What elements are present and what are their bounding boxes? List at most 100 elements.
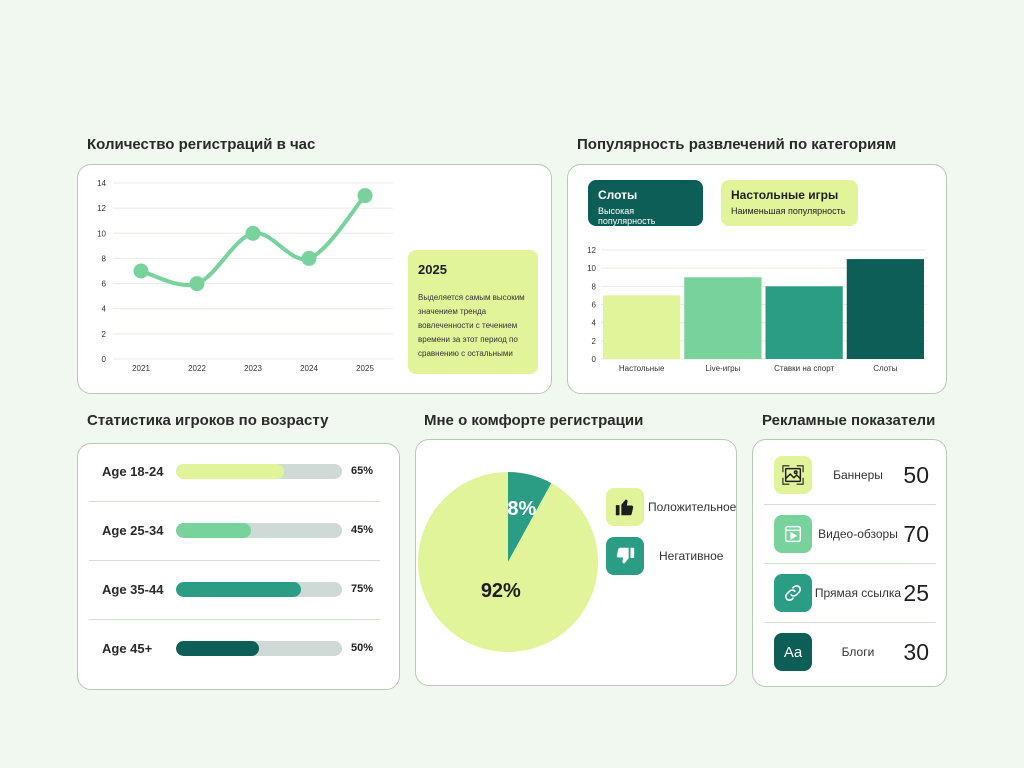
tag-top-popularity: Слоты Высокая популярность — [588, 180, 703, 226]
ads-card: Баннеры 50 Видео-обзоры 70 Прямая ссылка… — [752, 439, 947, 687]
comfort-card: 8% 92% Положительное Негативное — [415, 439, 737, 686]
row-divider — [764, 622, 936, 623]
legend-positive-label: Положительное — [648, 500, 737, 514]
row-divider — [89, 560, 380, 561]
legend-negative-label: Негативное — [659, 549, 724, 563]
ad-label: Видео-обзоры — [818, 527, 898, 541]
tag-top-sub: Высокая популярность — [598, 206, 656, 226]
x-tick-label: Настольные — [619, 364, 665, 373]
y-tick-label: 6 — [102, 280, 107, 289]
text-aa-icon: Aa — [774, 633, 812, 671]
age-progress-fill — [176, 582, 301, 597]
age-row: Age 25-34 45% — [78, 503, 399, 561]
y-tick-label: 12 — [97, 204, 106, 213]
ad-row-videos: Видео-обзоры 70 — [753, 505, 946, 564]
legend-negative: Негативное — [606, 537, 723, 575]
comfort-title: Мне о комфорте регистрации — [424, 412, 644, 429]
pie-slice — [418, 472, 598, 652]
registrations-title: Количество регистраций в час — [87, 136, 316, 153]
data-point — [133, 263, 149, 279]
age-stats-card: Age 18-24 65% Age 25-34 45% Age 35-44 75… — [77, 443, 400, 690]
ad-label: Прямая ссылка — [814, 586, 902, 600]
y-tick-label: 8 — [102, 254, 107, 263]
highlight-note: 2025 Выделяется самым высоким значением … — [408, 250, 538, 374]
ad-row-direct-link: Прямая ссылка 25 — [753, 564, 946, 623]
ad-value: 50 — [903, 462, 929, 488]
y-tick-label: 8 — [592, 282, 597, 291]
x-tick-label: 2022 — [188, 364, 206, 373]
row-divider — [764, 504, 936, 505]
age-progress-track — [176, 641, 342, 656]
y-tick-label: 10 — [97, 229, 106, 238]
data-point — [189, 276, 205, 292]
x-tick-label: 2021 — [132, 364, 150, 373]
video-window-icon — [774, 515, 812, 553]
popularity-title: Популярность развлечений по категориям — [577, 136, 897, 153]
age-percent: 50% — [351, 642, 374, 654]
image-icon — [774, 456, 812, 494]
ad-label: Блоги — [841, 645, 875, 659]
age-progress-track — [176, 582, 342, 597]
y-tick-label: 0 — [592, 355, 597, 364]
thumbs-down-icon — [606, 537, 644, 575]
note-text: Выделяется самым высоким значением тренд… — [418, 293, 525, 358]
pie-slice — [508, 472, 552, 562]
registrations-card: 0 2 4 6 8 10 12 14 2021 2022 2023 2024 2025 2025 Выд… — [77, 164, 552, 394]
row-divider — [764, 563, 936, 564]
age-row: Age 45+ 50% — [78, 621, 399, 679]
age-percent: 45% — [351, 524, 374, 536]
age-label: Age 25-34 — [102, 523, 164, 538]
age-label: Age 35-44 — [102, 582, 164, 597]
bar — [765, 286, 843, 359]
x-tick-label: 2023 — [244, 364, 262, 373]
row-divider — [89, 501, 380, 502]
x-tick-label: Слоты — [873, 364, 897, 373]
x-tick-label: Live-игры — [705, 364, 740, 373]
tag-top-name: Слоты — [598, 188, 638, 202]
thumbs-up-icon — [606, 488, 644, 526]
y-tick-label: 2 — [102, 330, 107, 339]
ad-row-blogs: Aa Блоги 30 — [753, 623, 946, 682]
ad-value: 70 — [903, 521, 929, 547]
y-tick-label: 0 — [102, 355, 107, 364]
age-progress-fill — [176, 523, 251, 538]
ad-value: 30 — [903, 639, 929, 665]
tag-low-sub: Наименьшая популярность — [731, 206, 846, 216]
y-tick-label: 4 — [102, 305, 107, 314]
y-tick-label: 6 — [592, 301, 597, 310]
age-row: Age 18-24 65% — [78, 444, 399, 502]
link-icon — [774, 574, 812, 612]
y-tick-label: 4 — [592, 319, 597, 328]
ad-row-banners: Баннеры 50 — [753, 446, 946, 505]
data-point — [301, 250, 317, 266]
age-progress-track — [176, 523, 342, 538]
age-progress-fill — [176, 464, 284, 479]
comfort-pie-chart: 8% 92% — [418, 472, 598, 652]
age-percent: 75% — [351, 583, 374, 595]
bar — [603, 295, 681, 359]
bar — [684, 277, 762, 359]
y-tick-label: 14 — [97, 179, 106, 188]
bar — [846, 259, 924, 359]
popularity-bar-chart: 0 2 4 6 8 10 12 Настольные Live-игры Ставки на сп… — [587, 246, 926, 373]
registrations-line-chart: 0 2 4 6 8 10 12 14 2021 2022 2023 2024 2025 — [97, 179, 393, 373]
data-point — [357, 188, 373, 204]
tag-low-popularity: Настольные игры Наименьшая популярность — [721, 180, 858, 226]
data-point — [245, 225, 261, 241]
age-progress-fill — [176, 641, 259, 656]
popularity-card: Слоты Высокая популярность Настольные иг… — [567, 164, 947, 394]
x-tick-label: 2024 — [300, 364, 318, 373]
x-tick-label: 2025 — [356, 364, 374, 373]
age-stats-title: Статистика игроков по возрасту — [87, 412, 329, 429]
ads-title: Рекламные показатели — [762, 412, 936, 429]
age-progress-track — [176, 464, 342, 479]
ad-value: 25 — [903, 580, 929, 606]
y-tick-label: 12 — [587, 246, 596, 255]
y-tick-label: 2 — [592, 337, 597, 346]
age-label: Age 45+ — [102, 641, 153, 656]
age-row: Age 35-44 75% — [78, 562, 399, 620]
y-tick-label: 10 — [587, 264, 596, 273]
pie-slice-label: 92% — [481, 580, 521, 602]
x-tick-label: Ставки на спорт — [774, 364, 834, 373]
legend-positive: Положительное — [606, 488, 736, 526]
